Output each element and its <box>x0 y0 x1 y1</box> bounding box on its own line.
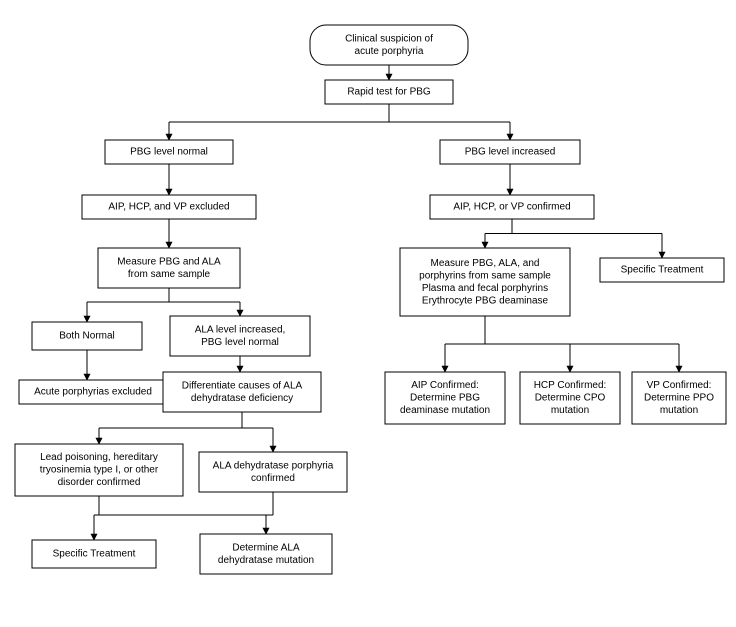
node-label: Erythrocyte PBG deaminase <box>422 295 549 306</box>
node-label: Lead poisoning, hereditary <box>40 452 158 463</box>
flowchart-canvas: Clinical suspicion of acute porphyria Rapi… <box>0 0 736 627</box>
node-label: Measure PBG and ALA <box>117 256 221 267</box>
node-label: mutation <box>551 405 589 416</box>
node-label: Determine PBG <box>410 393 480 404</box>
node-label: acute porphyria <box>355 46 424 57</box>
node-label: tryosinemia type I, or other <box>40 465 159 476</box>
node-label: PBG level normal <box>201 337 279 348</box>
node-label: deaminase mutation <box>400 405 490 416</box>
node-label: Clinical suspicion of <box>345 33 433 44</box>
node-label: VP Confirmed: <box>647 380 712 391</box>
node-label: mutation <box>660 405 698 416</box>
node-hcp_conf: HCP Confirmed: Determine CPOmutation <box>520 372 620 424</box>
node-rapid: Rapid test for PBG <box>325 80 453 104</box>
node-label: ALA level increased, <box>195 324 286 335</box>
node-label: Specific Treatment <box>621 265 704 276</box>
node-pbg_inc: PBG level increased <box>440 140 580 164</box>
node-label: PBG level normal <box>130 147 208 158</box>
node-label: confirmed <box>251 473 295 484</box>
node-label: Determine CPO <box>535 393 606 404</box>
node-label: Specific Treatment <box>53 549 136 560</box>
node-label: AIP, HCP, and VP excluded <box>108 202 229 213</box>
node-label: Both Normal <box>59 331 115 342</box>
node-label: Plasma and fecal porphyrins <box>422 283 548 294</box>
node-ala_por: ALA dehydratase porphyria confirmed <box>199 452 347 492</box>
node-vp_conf: VP Confirmed: Determine PPOmutation <box>632 372 726 424</box>
node-meas_l: Measure PBG and ALA from same sample <box>98 248 240 288</box>
node-both_norm: Both Normal <box>32 322 142 350</box>
node-label: AIP Confirmed: <box>411 380 479 391</box>
node-label: Rapid test for PBG <box>347 87 431 98</box>
node-label: Differentiate causes of ALA <box>182 380 303 391</box>
node-label: disorder confirmed <box>58 477 141 488</box>
node-start: Clinical suspicion of acute porphyria <box>310 25 468 65</box>
node-det_ala: Determine ALA dehydratase mutation <box>200 534 332 574</box>
node-excl: AIP, HCP, and VP excluded <box>82 195 256 219</box>
node-label: dehydratase deficiency <box>191 393 293 404</box>
node-label: porphyrins from same sample <box>419 270 551 281</box>
node-label: dehydratase mutation <box>218 555 314 566</box>
node-spec_l: Specific Treatment <box>32 540 156 568</box>
node-label: ALA dehydratase porphyria <box>213 460 334 471</box>
node-excl_acute: Acute porphyrias excluded <box>19 380 167 404</box>
node-label: from same sample <box>128 269 211 280</box>
node-label: AIP, HCP, or VP confirmed <box>453 202 570 213</box>
node-label: Determine ALA <box>232 542 300 553</box>
node-label: Acute porphyrias excluded <box>34 387 152 398</box>
node-label: HCP Confirmed: <box>534 380 607 391</box>
node-conf: AIP, HCP, or VP confirmed <box>430 195 594 219</box>
node-meas_r: Measure PBG, ALA, andporphyrins from sam… <box>400 248 570 316</box>
node-aip_conf: AIP Confirmed: Determine PBGdeaminase mut… <box>385 372 505 424</box>
node-label: PBG level increased <box>465 147 556 158</box>
node-label: Measure PBG, ALA, and <box>431 258 540 269</box>
node-pbg_norm: PBG level normal <box>105 140 233 164</box>
node-label: Determine PPO <box>644 393 714 404</box>
node-spec_r: Specific Treatment <box>600 258 724 282</box>
node-lead: Lead poisoning, hereditary tryosinemia ty… <box>15 444 183 496</box>
node-diff: Differentiate causes of ALA dehydratase d… <box>163 372 321 412</box>
nodes-layer: Clinical suspicion of acute porphyria Rapi… <box>15 25 726 574</box>
node-ala_inc: ALA level increased, PBG level normal <box>170 316 310 356</box>
